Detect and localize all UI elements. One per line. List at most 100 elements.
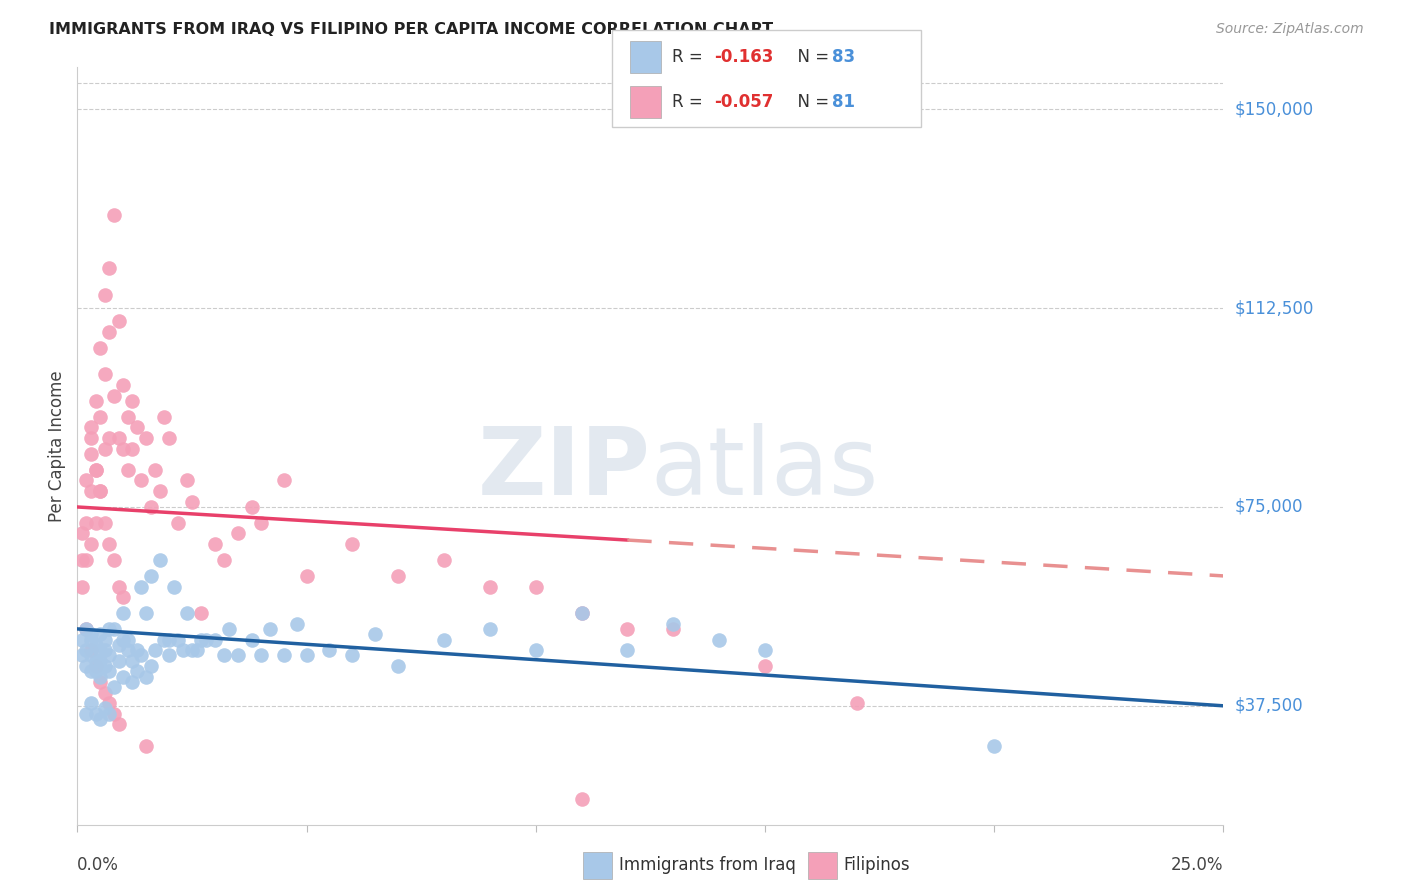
Point	[89, 643, 111, 657]
Point	[983, 739, 1005, 753]
Point	[121, 675, 143, 690]
Point	[103, 553, 125, 567]
Point	[94, 701, 117, 715]
Point	[571, 606, 593, 620]
Point	[707, 632, 730, 647]
Point	[433, 632, 456, 647]
Point	[107, 431, 129, 445]
Point	[149, 484, 172, 499]
Point	[131, 648, 153, 663]
Point	[117, 643, 139, 657]
Point	[76, 643, 98, 657]
Point	[162, 580, 184, 594]
Point	[226, 648, 249, 663]
Point	[226, 526, 249, 541]
Point	[112, 670, 135, 684]
Point	[89, 409, 111, 424]
Point	[342, 537, 364, 551]
Point	[94, 659, 117, 673]
Point	[103, 208, 125, 222]
Point	[80, 648, 103, 663]
Text: 83: 83	[832, 48, 855, 66]
Text: 81: 81	[832, 93, 855, 111]
Point	[433, 553, 456, 567]
Point	[70, 526, 93, 541]
Point	[94, 442, 117, 456]
Point	[318, 643, 340, 657]
Point	[157, 632, 180, 647]
Point	[524, 643, 547, 657]
Text: Source: ZipAtlas.com: Source: ZipAtlas.com	[1216, 22, 1364, 37]
Point	[143, 463, 166, 477]
Point	[153, 632, 176, 647]
Point	[76, 553, 98, 567]
Point	[89, 654, 111, 668]
Point	[125, 420, 148, 434]
Point	[180, 494, 204, 508]
Point	[76, 706, 98, 721]
Point	[117, 463, 139, 477]
Point	[94, 516, 117, 530]
Point	[98, 261, 121, 276]
Point	[98, 622, 121, 636]
Point	[190, 632, 212, 647]
Point	[107, 638, 129, 652]
Point	[98, 665, 121, 679]
Point	[94, 288, 117, 302]
Point	[94, 368, 117, 382]
Point	[80, 696, 103, 710]
Text: 0.0%: 0.0%	[77, 855, 120, 873]
Point	[167, 632, 190, 647]
Point	[112, 590, 135, 604]
Text: $37,500: $37,500	[1234, 697, 1303, 714]
Point	[84, 463, 107, 477]
Point	[80, 447, 103, 461]
Point	[139, 659, 162, 673]
Point	[98, 537, 121, 551]
Point	[84, 393, 107, 408]
Text: -0.057: -0.057	[714, 93, 773, 111]
Point	[157, 431, 180, 445]
Point	[478, 580, 501, 594]
Point	[76, 622, 98, 636]
Point	[89, 675, 111, 690]
Point	[143, 643, 166, 657]
Point	[259, 622, 281, 636]
Point	[204, 632, 226, 647]
Point	[80, 484, 103, 499]
Point	[167, 516, 190, 530]
Point	[112, 442, 135, 456]
Point	[131, 474, 153, 488]
Point	[754, 659, 776, 673]
Point	[249, 516, 271, 530]
Point	[98, 696, 121, 710]
Point	[240, 632, 263, 647]
Point	[139, 500, 162, 514]
Point	[103, 622, 125, 636]
Point	[212, 648, 235, 663]
Point	[117, 409, 139, 424]
Text: $75,000: $75,000	[1234, 498, 1303, 516]
Point	[70, 648, 93, 663]
Point	[616, 622, 638, 636]
Text: $112,500: $112,500	[1234, 299, 1313, 318]
Point	[112, 378, 135, 392]
Point	[84, 638, 107, 652]
Point	[112, 632, 135, 647]
Point	[176, 606, 198, 620]
Point	[80, 420, 103, 434]
Point	[89, 670, 111, 684]
Point	[139, 569, 162, 583]
Point	[94, 643, 117, 657]
Point	[295, 569, 318, 583]
Point	[125, 665, 148, 679]
Point	[98, 706, 121, 721]
Point	[98, 325, 121, 339]
Point	[103, 706, 125, 721]
Point	[135, 670, 157, 684]
Point	[176, 474, 198, 488]
Point	[478, 622, 501, 636]
Point	[76, 474, 98, 488]
Point	[249, 648, 271, 663]
Point	[89, 341, 111, 355]
